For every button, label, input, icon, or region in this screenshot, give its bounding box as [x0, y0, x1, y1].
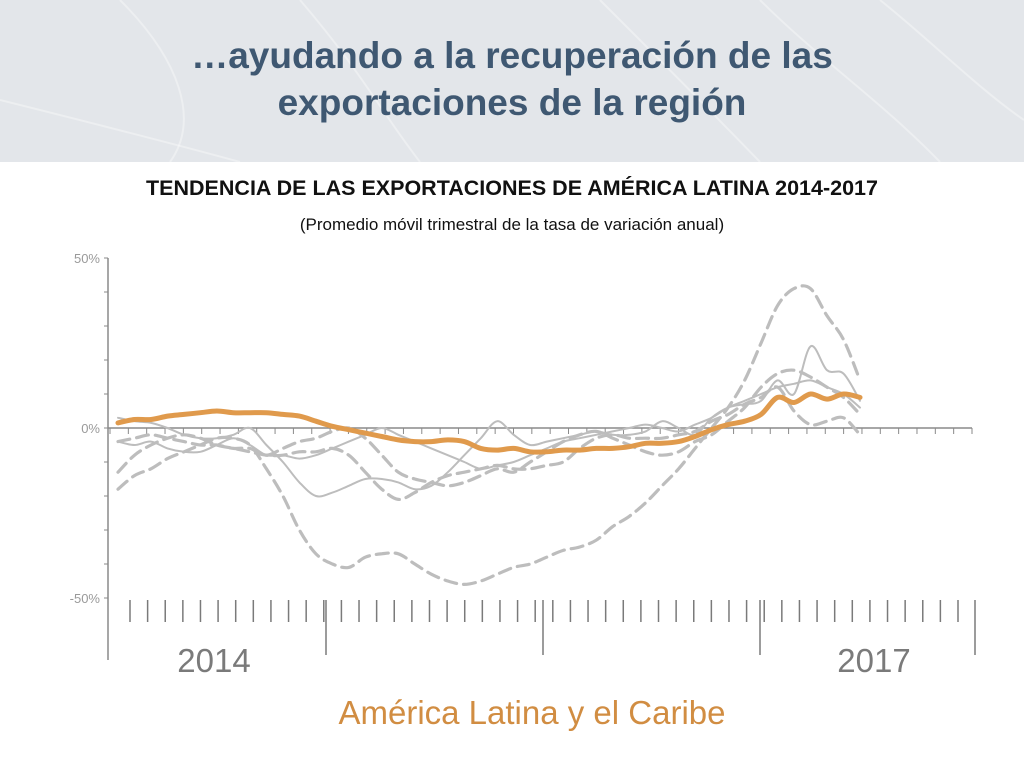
- x-end-year-label: 2017: [837, 642, 910, 679]
- y-tick-label: 50%: [74, 251, 100, 266]
- y-tick-label: -50%: [70, 591, 101, 606]
- x-start-year-label: 2014: [177, 642, 250, 679]
- series-line-gray-1: [117, 345, 861, 498]
- slide-title-line-2: exportaciones de la región: [277, 82, 747, 123]
- series-line-gray-5: [116, 368, 862, 488]
- chart-subtitle: (Promedio móvil trimestral de la tasa de…: [299, 215, 725, 234]
- series-line-highlight: [115, 391, 863, 455]
- header-banner: …ayudando a la recuperación de las expor…: [0, 0, 1024, 162]
- chart-title: TENDENCIA DE LAS EXPORTACIONES DE AMÉRIC…: [146, 176, 878, 200]
- series-line-gray-4: [116, 385, 862, 502]
- y-tick-label: 0%: [81, 421, 100, 436]
- header-decoration: [0, 0, 1024, 162]
- slide-title-line-1: …ayudando a la recuperación de las: [191, 35, 833, 76]
- region-label: América Latina y el Caribe: [338, 694, 726, 731]
- series-line-gray-3: [116, 284, 862, 586]
- series-line-gray-2: [117, 379, 861, 470]
- slide-title: …ayudando a la recuperación de las expor…: [0, 32, 1024, 126]
